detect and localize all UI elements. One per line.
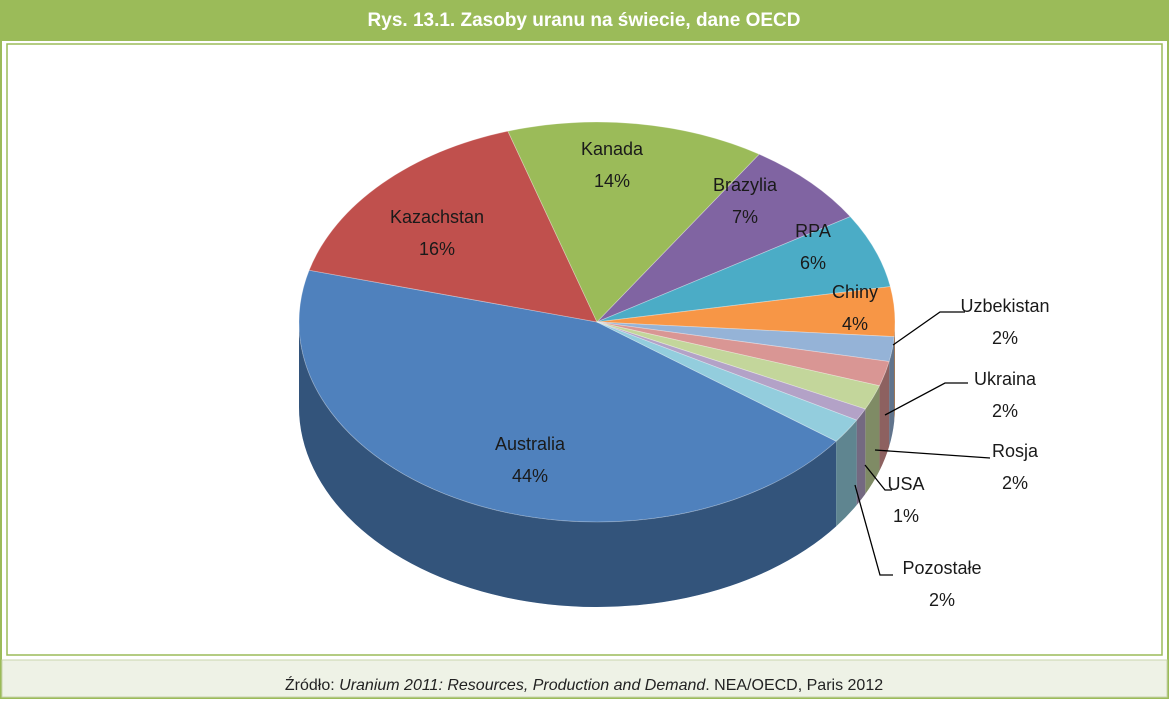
slice-value-label: 4% <box>842 314 868 334</box>
slice-label: Kanada <box>581 139 644 159</box>
slice-label: Uzbekistan <box>960 296 1049 316</box>
leader-line <box>874 449 991 459</box>
slice-label: Ukraina <box>974 369 1037 389</box>
slice-top <box>596 321 895 362</box>
slice-side <box>865 385 880 495</box>
slice <box>596 321 895 447</box>
slice-side <box>889 336 895 447</box>
slice-value-label: 14% <box>594 171 630 191</box>
slice-side <box>836 420 857 527</box>
slice-top <box>308 130 598 323</box>
slice <box>298 269 837 607</box>
slice <box>308 130 598 323</box>
slice-top <box>596 321 866 421</box>
leader-line <box>892 311 965 346</box>
slice-top <box>596 216 891 323</box>
slice-value-label: 2% <box>992 328 1018 348</box>
slice-value-label: 2% <box>929 590 955 610</box>
slice <box>596 321 890 471</box>
slice-value-label: 1% <box>893 506 919 526</box>
slice-top <box>596 321 881 410</box>
slice-top <box>596 286 896 338</box>
slice <box>596 321 866 506</box>
slice-side <box>894 322 895 422</box>
leader-line <box>854 484 893 576</box>
slice <box>596 216 891 323</box>
slice-side <box>879 361 890 471</box>
source: Źródło: Uranium 2011: Resources, Product… <box>285 675 883 694</box>
slice <box>596 321 881 495</box>
slice <box>596 286 896 422</box>
slice-label: Chiny <box>832 282 878 302</box>
slice-value-label: 16% <box>419 239 455 259</box>
slice-top <box>596 321 890 387</box>
slice-side-shade <box>889 336 895 447</box>
slice-side-shade <box>299 322 837 607</box>
slice-label: Brazylia <box>713 175 778 195</box>
pie: Australia 44% Kazachstan 16% Kanada 14% Brazyl… <box>298 121 1050 610</box>
slice-side-shade <box>894 322 895 422</box>
slice-side <box>856 409 866 506</box>
slice-value-label: 7% <box>732 207 758 227</box>
slice-label: Kazachstan <box>390 207 484 227</box>
slice-label: Australia <box>495 434 566 454</box>
source-suffix: . NEA/OECD, Paris 2012 <box>705 677 883 694</box>
slice-label: Pozostałe <box>902 558 981 578</box>
slice-top <box>298 269 837 523</box>
slice-side-shade <box>865 385 880 495</box>
slice-value-label: 2% <box>1002 473 1028 493</box>
slice-side <box>299 322 837 607</box>
slice-top <box>507 121 760 323</box>
slice-side-shade <box>879 361 890 471</box>
slice-label: USA <box>887 474 924 494</box>
source-title: Uranium 2011: Resources, Production and … <box>339 677 706 694</box>
slice <box>596 321 858 527</box>
source-prefix: Źródło: <box>285 675 339 694</box>
header-bar <box>1 1 1168 41</box>
footer-bar <box>1 659 1168 698</box>
slice <box>507 121 760 323</box>
slice-side-shade <box>856 409 866 506</box>
leader-line <box>884 382 968 416</box>
slice-top <box>596 153 851 323</box>
slice-top <box>596 321 858 442</box>
slice-value-label: 2% <box>992 401 1018 421</box>
slice-label: Rosja <box>992 441 1039 461</box>
slice-side-shade <box>836 420 857 527</box>
slice-value-label: 44% <box>512 466 548 486</box>
slice-label: RPA <box>795 221 831 241</box>
leader-line <box>864 464 892 491</box>
slice-value-label: 6% <box>800 253 826 273</box>
slice <box>596 153 851 323</box>
chart-title: Rys. 13.1. Zasoby uranu na świecie, dane… <box>368 10 801 31</box>
